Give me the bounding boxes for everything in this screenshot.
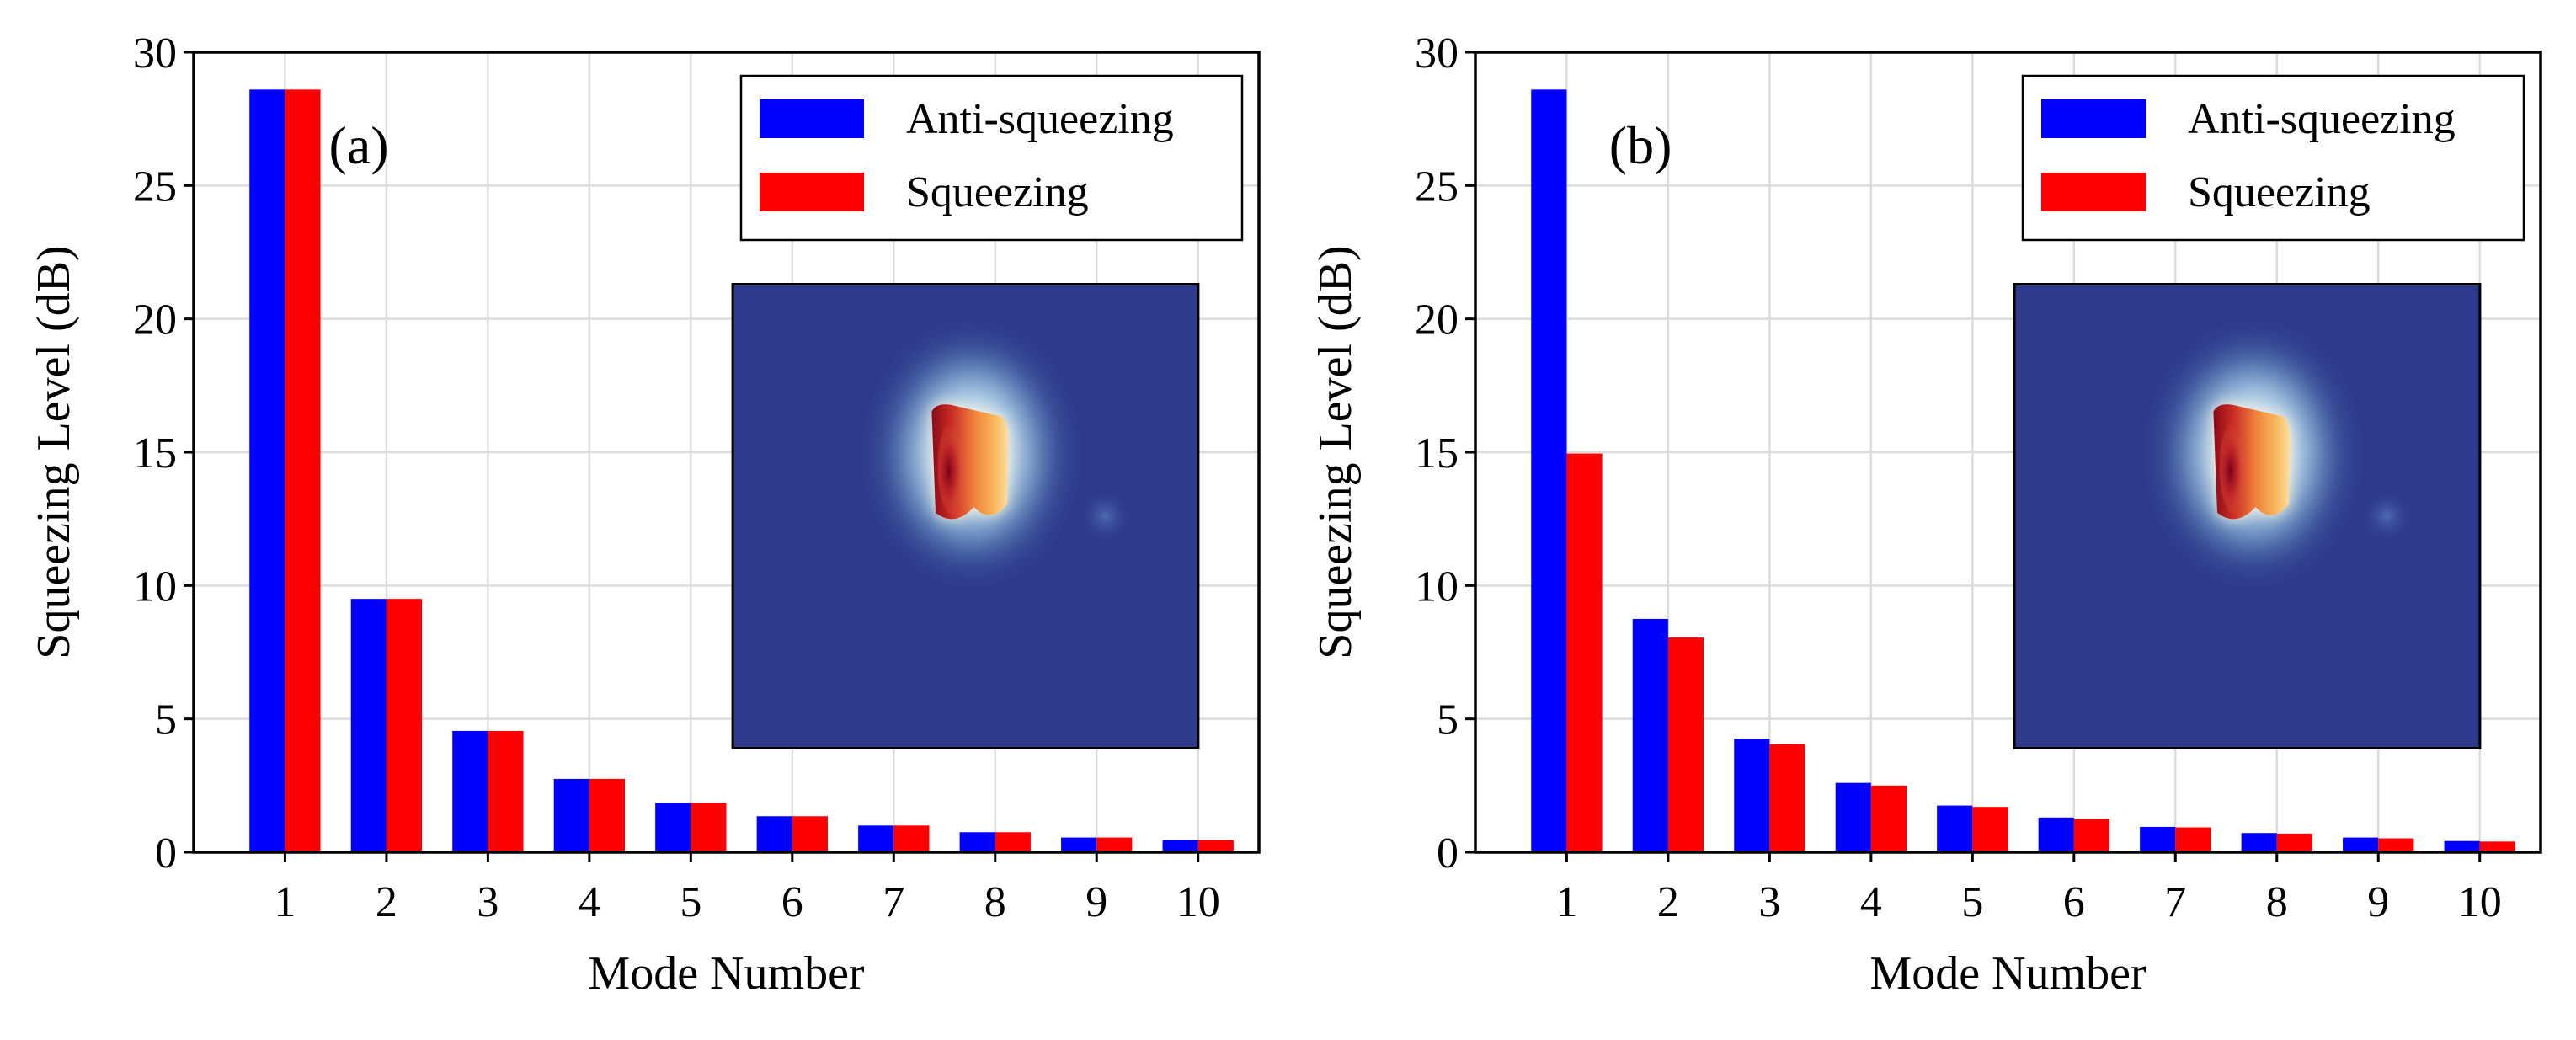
y-tick-label: 20 <box>1415 296 1459 344</box>
legend: Anti-squeezing Squeezing <box>2021 74 2525 242</box>
y-tick-label: 0 <box>1437 829 1459 877</box>
bar-anti-squeezing-mode-2 <box>1632 618 1668 852</box>
legend-label-squeezing: Squeezing <box>2188 168 2371 216</box>
legend-swatch-squeezing <box>760 173 864 211</box>
x-tick-label: 9 <box>2367 878 2389 926</box>
legend-swatch-anti-squeezing <box>2041 99 2146 138</box>
x-tick-label: 1 <box>1555 878 1577 926</box>
x-tick-label: 10 <box>1176 878 1220 926</box>
y-tick-label: 30 <box>1415 29 1459 77</box>
bar-anti-squeezing-mode-6 <box>2038 817 2074 852</box>
bar-anti-squeezing-mode-4 <box>553 778 589 852</box>
bar-anti-squeezing-mode-3 <box>1734 739 1770 852</box>
y-tick-label: 30 <box>133 29 177 77</box>
legend-label-anti-squeezing: Anti-squeezing <box>2188 95 2456 143</box>
panel-label: (b) <box>1609 115 1672 175</box>
bar-squeezing-mode-5 <box>691 803 727 852</box>
x-tick-label: 5 <box>1961 878 1983 926</box>
bar-anti-squeezing-mode-4 <box>1835 782 1871 852</box>
bar-anti-squeezing-mode-7 <box>858 825 894 852</box>
bar-anti-squeezing-mode-8 <box>959 832 995 852</box>
x-axis-title: Mode Number <box>588 947 865 1000</box>
x-tick-label: 7 <box>2164 878 2186 926</box>
bar-squeezing-mode-7 <box>893 825 930 852</box>
bar-anti-squeezing-mode-3 <box>452 730 488 852</box>
x-tick-label: 9 <box>1085 878 1107 926</box>
panel-label: (a) <box>329 115 389 175</box>
y-tick-label: 5 <box>155 696 177 744</box>
legend-box <box>739 74 1244 242</box>
y-axis-title: Squeezing Level (dB) <box>1309 245 1362 659</box>
bar-squeezing-mode-8 <box>2276 833 2312 852</box>
bar-anti-squeezing-mode-2 <box>350 599 387 852</box>
bar-anti-squeezing-mode-1 <box>1531 89 1567 853</box>
legend-label-squeezing: Squeezing <box>906 168 1089 216</box>
y-tick-label: 25 <box>133 163 177 211</box>
bar-squeezing-mode-9 <box>1096 837 1133 852</box>
y-tick-label: 10 <box>133 563 177 611</box>
bar-anti-squeezing-mode-5 <box>655 803 691 852</box>
x-tick-label: 6 <box>2063 878 2085 926</box>
legend-swatch-anti-squeezing <box>760 99 864 138</box>
bar-squeezing-mode-5 <box>1972 807 2008 852</box>
bar-squeezing-mode-8 <box>995 832 1031 852</box>
x-tick-label: 1 <box>274 878 296 926</box>
bar-anti-squeezing-mode-9 <box>2343 837 2379 852</box>
inset-heatmap <box>731 283 1200 749</box>
bar-squeezing-mode-6 <box>792 816 828 852</box>
bar-squeezing-mode-10 <box>2479 841 2515 852</box>
y-tick-label: 25 <box>1415 163 1459 211</box>
bar-squeezing-mode-2 <box>1667 637 1704 852</box>
panel-a: 0 5 10 15 20 25 30 1 2 3 4 5 6 7 8 9 10 Mode Number Squeez… <box>28 29 1261 1000</box>
x-axis-title: Mode Number <box>1869 947 2147 1000</box>
x-tick-label: 2 <box>1657 878 1679 926</box>
bar-squeezing-mode-1 <box>1566 453 1603 852</box>
x-tick-label: 5 <box>680 878 701 926</box>
bar-anti-squeezing-mode-10 <box>1162 840 1198 852</box>
bar-anti-squeezing-mode-10 <box>2444 840 2480 852</box>
y-tick-label: 5 <box>1437 696 1459 744</box>
bar-anti-squeezing-mode-9 <box>1061 837 1097 852</box>
y-tick-label: 15 <box>133 429 177 477</box>
x-tick-label: 2 <box>376 878 397 926</box>
bar-squeezing-mode-7 <box>2175 827 2211 852</box>
bar-anti-squeezing-mode-6 <box>756 816 792 852</box>
inset-heatmap <box>2013 283 2482 749</box>
x-tick-label: 4 <box>579 878 600 926</box>
panel-b: 0 5 10 15 20 25 30 1 2 3 4 5 6 7 8 9 10 Mode Number Squeez… <box>1309 29 2542 1000</box>
x-tick-label: 6 <box>781 878 803 926</box>
bar-anti-squeezing-mode-7 <box>2140 826 2176 852</box>
bar-squeezing-mode-4 <box>1870 785 1907 852</box>
y-tick-label: 10 <box>1415 563 1459 611</box>
bar-squeezing-mode-4 <box>589 778 626 852</box>
y-tick-label: 0 <box>155 829 177 877</box>
x-tick-label: 7 <box>883 878 904 926</box>
x-tick-label: 3 <box>1758 878 1780 926</box>
bar-anti-squeezing-mode-8 <box>2241 833 2277 852</box>
x-tick-label: 3 <box>477 878 499 926</box>
legend-swatch-squeezing <box>2041 173 2146 211</box>
legend-label-anti-squeezing: Anti-squeezing <box>906 95 1174 143</box>
legend: Anti-squeezing Squeezing <box>739 74 1244 242</box>
bar-squeezing-mode-3 <box>1769 744 1805 852</box>
bar-anti-squeezing-mode-5 <box>1937 805 1973 852</box>
bar-squeezing-mode-1 <box>285 89 321 853</box>
x-tick-label: 8 <box>2266 878 2288 926</box>
bar-anti-squeezing-mode-1 <box>249 89 285 853</box>
y-tick-label: 15 <box>1415 429 1459 477</box>
y-tick-label: 20 <box>133 296 177 344</box>
x-tick-label: 8 <box>984 878 1006 926</box>
y-axis-title: Squeezing Level (dB) <box>28 245 80 659</box>
x-tick-label: 10 <box>2458 878 2502 926</box>
x-tick-label: 4 <box>1860 878 1882 926</box>
bar-squeezing-mode-6 <box>2073 819 2109 852</box>
bar-squeezing-mode-2 <box>386 599 423 852</box>
bar-squeezing-mode-9 <box>2378 838 2414 852</box>
bar-squeezing-mode-10 <box>1197 840 1234 852</box>
bar-squeezing-mode-3 <box>488 730 524 852</box>
